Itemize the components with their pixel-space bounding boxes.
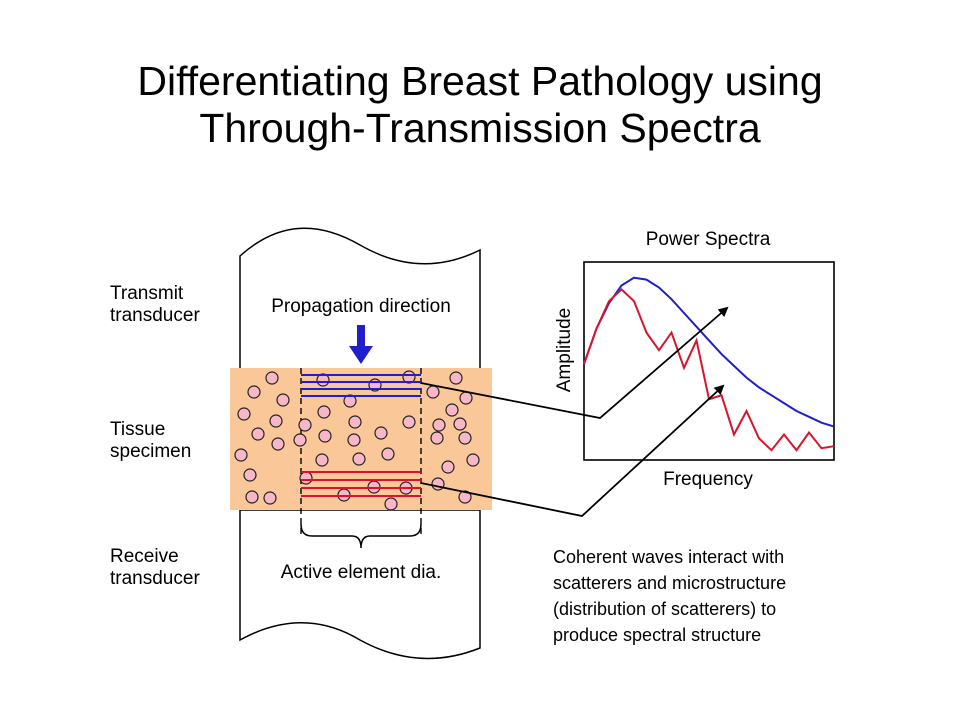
scatterer-circle bbox=[384, 497, 398, 511]
scatterer-circle bbox=[269, 414, 283, 428]
receive-transducer bbox=[239, 509, 481, 660]
scatterer-circle bbox=[251, 427, 265, 441]
transmit-transducer bbox=[239, 227, 481, 371]
scatterer-circle bbox=[237, 407, 251, 421]
chart-x-axis-label: Frequency bbox=[663, 469, 753, 490]
scatterer-circle bbox=[298, 418, 312, 432]
blue-connector-arrow bbox=[420, 306, 729, 419]
tissue-specimen-label: Tissue specimen bbox=[110, 419, 192, 462]
red-wavefronts bbox=[301, 471, 421, 497]
scatterer-circle bbox=[263, 491, 277, 505]
scatterer-circle bbox=[271, 437, 285, 451]
title-line-1: Differentiating Breast Pathology using bbox=[137, 58, 823, 104]
scatterer-circle bbox=[347, 433, 361, 447]
red-connector-arrow bbox=[420, 384, 725, 517]
scatterer-circle bbox=[381, 447, 395, 461]
scatterer-circle bbox=[299, 471, 313, 485]
active-element-brace bbox=[300, 523, 422, 549]
scatterer-circle bbox=[234, 448, 248, 462]
chart-y-axis-label: Amplitude bbox=[554, 308, 575, 393]
scatterer-circle bbox=[453, 417, 467, 431]
scatterer-circle bbox=[315, 453, 329, 467]
blue-wavefronts bbox=[301, 374, 421, 397]
scatterer-circle bbox=[441, 460, 455, 474]
tissue-specimen bbox=[230, 368, 492, 510]
scatterer-circle bbox=[458, 490, 472, 504]
active-element-label: Active element dia. bbox=[281, 562, 442, 583]
scatterer-circle bbox=[430, 431, 444, 445]
receive-transducer-label: Receive transducer bbox=[110, 546, 200, 589]
scatterer-circle bbox=[265, 371, 279, 385]
caption-line-3: (distribution of scatterers) to bbox=[553, 599, 777, 619]
caption-line-2: scatterers and microstructure bbox=[553, 573, 787, 593]
scatterer-circle bbox=[445, 403, 459, 417]
scatterer-circle bbox=[466, 453, 480, 467]
scatterer-circle bbox=[426, 385, 440, 399]
propagation-direction-label: Propagation direction bbox=[271, 296, 451, 317]
blue-spectrum-line bbox=[583, 276, 835, 428]
caption-line-4: produce spectral structure bbox=[553, 625, 762, 645]
scatterer-circle bbox=[293, 433, 307, 447]
scatterer-circle bbox=[243, 468, 257, 482]
scatterer-circle bbox=[374, 426, 388, 440]
scatterer-circle bbox=[318, 429, 332, 443]
scatterer-circle bbox=[348, 415, 362, 429]
scatterer-circle bbox=[402, 415, 416, 429]
scatterer-circle bbox=[432, 418, 446, 432]
chart-title: Power Spectra bbox=[646, 229, 771, 250]
chart-frame bbox=[583, 261, 835, 461]
propagation-arrow-icon bbox=[349, 325, 373, 364]
title-line-2: Through-Transmission Spectra bbox=[199, 105, 761, 151]
scatterer-circle bbox=[458, 431, 472, 445]
scatterer-circle bbox=[459, 391, 473, 405]
scatterer-circle bbox=[317, 405, 331, 419]
scatterer-circle bbox=[276, 393, 290, 407]
scatterer-circle bbox=[245, 490, 259, 504]
scatterer-circle bbox=[352, 452, 366, 466]
scatterers bbox=[234, 370, 480, 511]
caption-line-1: Coherent waves interact with bbox=[553, 547, 785, 567]
scatterer-circle bbox=[247, 385, 261, 399]
scatterer-circle bbox=[449, 371, 463, 385]
transmit-transducer-label: Transmit transducer bbox=[110, 283, 200, 326]
caption: Coherent waves interact with scatterers … bbox=[553, 544, 786, 648]
slide-title: Differentiating Breast Pathology using T… bbox=[0, 58, 960, 152]
